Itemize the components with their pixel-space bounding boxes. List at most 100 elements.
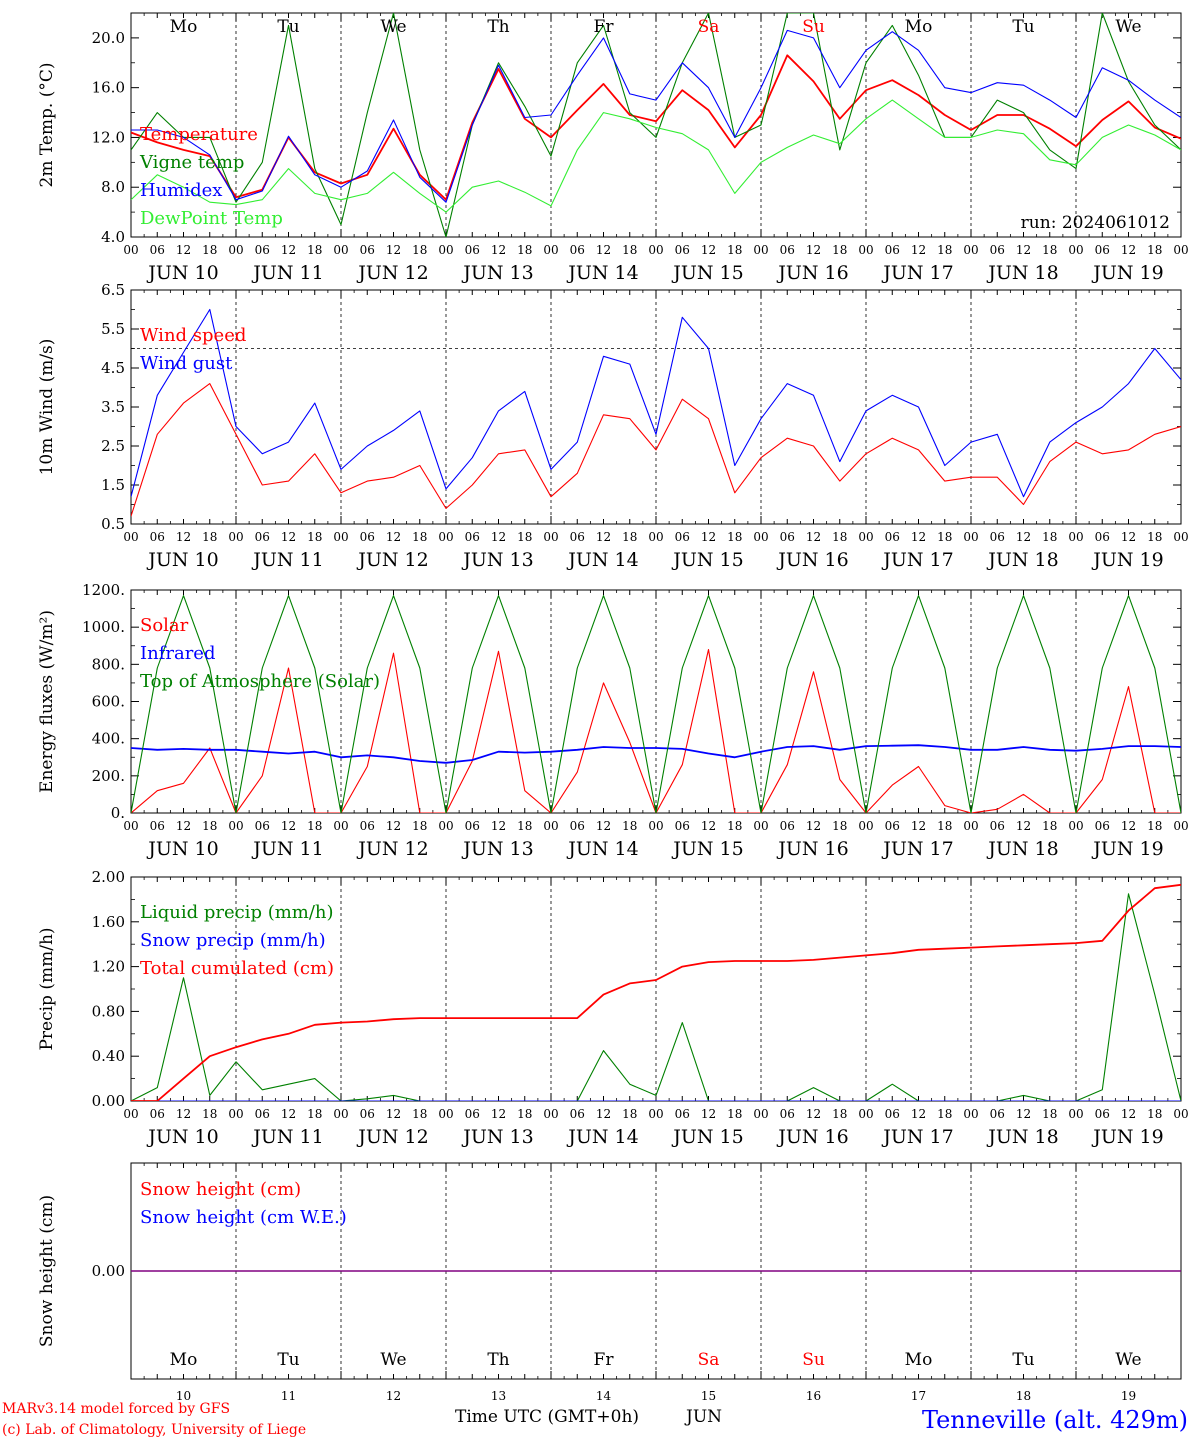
legend-entry: Solar — [140, 615, 189, 636]
hour-tick-label: 12 — [1121, 819, 1136, 833]
weekday-label: Th — [487, 17, 509, 37]
hour-tick-label: 18 — [412, 819, 427, 833]
date-label: JUN 13 — [461, 1126, 533, 1148]
hour-tick-label: 18 — [202, 530, 217, 544]
y-tick-label: 0.5 — [101, 515, 125, 533]
weekday-label: Mo — [905, 17, 933, 37]
weekday-label: We — [380, 17, 406, 37]
hour-tick-label: 18 — [832, 530, 847, 544]
hour-tick-label: 00 — [1068, 243, 1083, 257]
hour-tick-label: 06 — [150, 243, 165, 257]
hour-tick-label: 06 — [675, 1107, 690, 1121]
hour-tick-label: 12 — [176, 243, 191, 257]
hour-tick-label: 00 — [963, 243, 978, 257]
y-tick-label: 4.5 — [101, 359, 125, 377]
credit-line-1: MARv3.14 model forced by GFS — [2, 1401, 230, 1417]
hour-tick-label: 18 — [622, 243, 637, 257]
date-label: JUN 15 — [671, 549, 743, 571]
hour-tick-label: 06 — [255, 819, 270, 833]
date-label: JUN 12 — [356, 838, 428, 860]
date-label: JUN 10 — [146, 838, 218, 860]
series-line-temperature — [131, 54, 1181, 201]
x-axis-title: Time UTC (GMT+0h) — [455, 1407, 639, 1427]
y-tick-label: 0.80 — [92, 1002, 125, 1020]
hour-tick-label: 06 — [780, 819, 795, 833]
y-tick-label: 0.40 — [92, 1047, 125, 1065]
legend-entry: Top of Atmosphere (Solar) — [140, 671, 380, 692]
weekday-label: Th — [487, 1350, 509, 1370]
hour-tick-label: 06 — [780, 1107, 795, 1121]
hour-tick-label: 06 — [675, 819, 690, 833]
weekday-label: Fr — [594, 17, 615, 37]
hour-tick-label: 06 — [1095, 1107, 1110, 1121]
y-tick-label: 8.0 — [101, 178, 125, 196]
hour-tick-label: 18 — [727, 1107, 742, 1121]
hour-tick-label: 00 — [123, 243, 138, 257]
hour-tick-label: 12 — [596, 1107, 611, 1121]
hour-tick-label: 00 — [228, 1107, 243, 1121]
hour-tick-label: 06 — [990, 819, 1005, 833]
legend-entry: Temperature — [140, 124, 258, 145]
hour-tick-label: 00 — [1173, 243, 1188, 257]
weekday-label: We — [1115, 1350, 1141, 1370]
legend-entry: Infrared — [140, 643, 215, 664]
day-number-label: 19 — [1121, 1389, 1136, 1403]
hour-tick-label: 00 — [858, 530, 873, 544]
hour-tick-label: 12 — [596, 819, 611, 833]
y-tick-label: 16.0 — [92, 79, 125, 97]
plot-frame — [130, 12, 1182, 238]
hour-tick-label: 00 — [228, 819, 243, 833]
hour-tick-label: 06 — [360, 1107, 375, 1121]
legend-entry: Wind speed — [140, 325, 246, 346]
weekday-label: Su — [802, 1350, 825, 1370]
hour-tick-label: 18 — [1042, 243, 1057, 257]
hour-tick-label: 00 — [753, 1107, 768, 1121]
legend-entry: Snow height (cm) — [140, 1179, 301, 1200]
day-number-label: 18 — [1016, 1389, 1031, 1403]
hour-tick-label: 12 — [911, 1107, 926, 1121]
y-tick-label: 400. — [92, 730, 125, 748]
weekday-label: Sa — [698, 17, 720, 37]
hour-tick-label: 12 — [176, 530, 191, 544]
weekday-label: Mo — [905, 1350, 933, 1370]
y-tick-label: 2.00 — [92, 868, 125, 886]
hour-tick-label: 12 — [911, 530, 926, 544]
panel-precip: 0.00 0.40 0.80 1.20 1.60 2.00 Precip (mm/h) Liq… — [37, 868, 1189, 1148]
hour-tick-label: 00 — [543, 819, 558, 833]
date-label: JUN 17 — [881, 549, 953, 571]
date-label: JUN 19 — [1091, 1126, 1163, 1148]
hour-tick-label: 00 — [648, 819, 663, 833]
hour-tick-label: 06 — [360, 819, 375, 833]
hour-tick-label: 12 — [911, 243, 926, 257]
hour-tick-label: 12 — [806, 243, 821, 257]
hour-tick-label: 00 — [1173, 530, 1188, 544]
day-number-label: 11 — [281, 1389, 296, 1403]
y-tick-label: 1.60 — [92, 913, 125, 931]
date-label: JUN 16 — [776, 262, 848, 284]
day-number-label: 17 — [911, 1389, 926, 1403]
y-tick-label: 800. — [92, 655, 125, 673]
hour-tick-label: 12 — [281, 243, 296, 257]
hour-tick-label: 18 — [202, 1107, 217, 1121]
hour-tick-label: 12 — [1121, 1107, 1136, 1121]
legend-entry: Wind gust — [140, 353, 233, 374]
hour-tick-label: 18 — [832, 243, 847, 257]
hour-tick-label: 06 — [150, 530, 165, 544]
hour-tick-label: 12 — [491, 819, 506, 833]
date-label: JUN 14 — [566, 549, 638, 571]
hour-tick-label: 00 — [1173, 1107, 1188, 1121]
weekday-label: Su — [802, 17, 825, 37]
hour-tick-label: 00 — [753, 819, 768, 833]
date-label: JUN 10 — [146, 549, 218, 571]
hour-tick-label: 00 — [438, 243, 453, 257]
hour-tick-label: 06 — [465, 1107, 480, 1121]
hour-tick-label: 06 — [780, 530, 795, 544]
hour-tick-label: 00 — [1068, 530, 1083, 544]
hour-tick-label: 18 — [412, 1107, 427, 1121]
hour-tick-label: 06 — [465, 243, 480, 257]
hour-tick-label: 18 — [1147, 1107, 1162, 1121]
hour-tick-label: 12 — [806, 530, 821, 544]
weekday-label: Tu — [277, 1350, 299, 1370]
hour-tick-label: 18 — [517, 819, 532, 833]
weekday-label: Fr — [594, 1350, 615, 1370]
